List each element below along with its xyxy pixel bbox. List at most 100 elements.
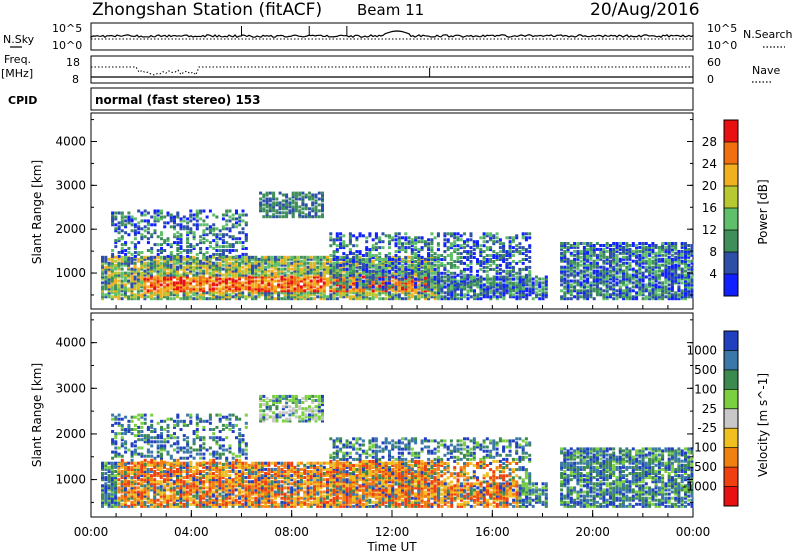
power-cell xyxy=(417,275,421,279)
power-cell xyxy=(163,287,166,291)
power-cell xyxy=(294,197,298,201)
power-cell xyxy=(495,271,499,275)
power-cell xyxy=(677,261,681,265)
power-cell xyxy=(251,281,254,285)
power-cell xyxy=(670,293,674,297)
nsearch-tick-bottom: 10^0 xyxy=(707,39,737,52)
power-cell xyxy=(123,261,127,265)
power-cell xyxy=(265,193,269,197)
power-cell xyxy=(495,265,499,269)
power-cell xyxy=(348,271,352,275)
power-cell xyxy=(133,265,137,269)
power-cell xyxy=(114,273,118,277)
power-cell xyxy=(272,215,276,219)
power-cell xyxy=(241,291,245,295)
power-cell xyxy=(361,295,365,299)
velocity-cell xyxy=(120,486,124,490)
power-cell xyxy=(381,291,385,295)
power-cell xyxy=(251,263,254,267)
power-cell xyxy=(299,271,303,275)
power-cell xyxy=(638,287,642,291)
power-cell xyxy=(371,295,375,299)
power-cell xyxy=(638,283,642,287)
power-cell xyxy=(153,275,157,279)
power-cell xyxy=(394,281,398,285)
power-cell xyxy=(446,261,450,265)
power-cell xyxy=(404,242,408,246)
power-cell xyxy=(582,263,586,267)
power-cell xyxy=(378,267,382,271)
power-cell xyxy=(625,289,629,293)
power-cell xyxy=(114,287,118,291)
power-cell xyxy=(114,227,118,231)
power-cell xyxy=(388,279,391,283)
power-cell xyxy=(374,236,378,240)
power-cell xyxy=(156,259,160,263)
power-cell xyxy=(117,257,121,261)
power-cell xyxy=(595,279,599,283)
power-cell xyxy=(651,293,655,297)
power-cell xyxy=(657,247,661,251)
power-cell xyxy=(199,223,203,227)
velocity-cell xyxy=(163,496,166,500)
power-cell xyxy=(160,249,163,252)
power-cell xyxy=(189,219,193,223)
power-cell xyxy=(277,283,281,287)
power-cell xyxy=(374,267,378,271)
power-cell xyxy=(332,279,336,283)
velocity-cell xyxy=(143,472,147,475)
power-cell xyxy=(265,191,269,195)
power-cell xyxy=(401,260,404,263)
power-cell xyxy=(111,211,115,215)
power-cell xyxy=(335,256,339,259)
power-cell xyxy=(368,261,372,265)
power-cell xyxy=(489,291,493,295)
power-cell xyxy=(381,271,385,275)
velocity-cell xyxy=(110,486,114,490)
power-cell xyxy=(476,273,479,277)
power-cell xyxy=(140,271,144,275)
power-cell xyxy=(348,273,352,277)
power-cell xyxy=(299,285,303,289)
power-cell xyxy=(687,273,691,277)
power-cell xyxy=(410,260,414,263)
power-cell xyxy=(156,281,160,285)
power-cell xyxy=(423,242,427,246)
power-cell xyxy=(189,255,193,259)
power-cell xyxy=(430,240,434,244)
power-cell xyxy=(192,277,196,281)
power-cell xyxy=(342,263,346,267)
power-cell xyxy=(407,246,411,250)
power-cell xyxy=(476,283,479,287)
power-cell xyxy=(463,232,466,236)
velocity-cell xyxy=(107,504,111,508)
velocity-cell xyxy=(120,498,124,502)
power-cell xyxy=(254,263,258,267)
power-cell xyxy=(114,291,118,295)
power-cell xyxy=(612,269,616,273)
power-cell xyxy=(149,277,153,281)
power-cell xyxy=(615,249,619,253)
power-cell xyxy=(674,297,678,301)
power-cell xyxy=(205,239,209,243)
power-cell xyxy=(358,291,362,295)
power-cell xyxy=(563,269,567,273)
power-cell xyxy=(294,201,298,205)
power-cell xyxy=(469,289,473,293)
velocity-cell xyxy=(140,474,144,478)
power-cell xyxy=(205,263,209,267)
power-cell xyxy=(531,285,535,289)
power-cell xyxy=(218,269,222,273)
power-cell xyxy=(638,259,642,263)
power-cell xyxy=(420,238,424,242)
power-cell xyxy=(335,273,339,277)
power-cell xyxy=(166,273,170,277)
power-cell xyxy=(224,277,228,281)
power-cell xyxy=(404,269,408,273)
power-cell xyxy=(515,261,519,265)
power-cell xyxy=(278,211,282,215)
power-colorbar-swatch-0 xyxy=(724,120,738,142)
power-cell xyxy=(309,287,313,291)
power-cell xyxy=(319,257,323,261)
power-cell xyxy=(208,231,212,235)
